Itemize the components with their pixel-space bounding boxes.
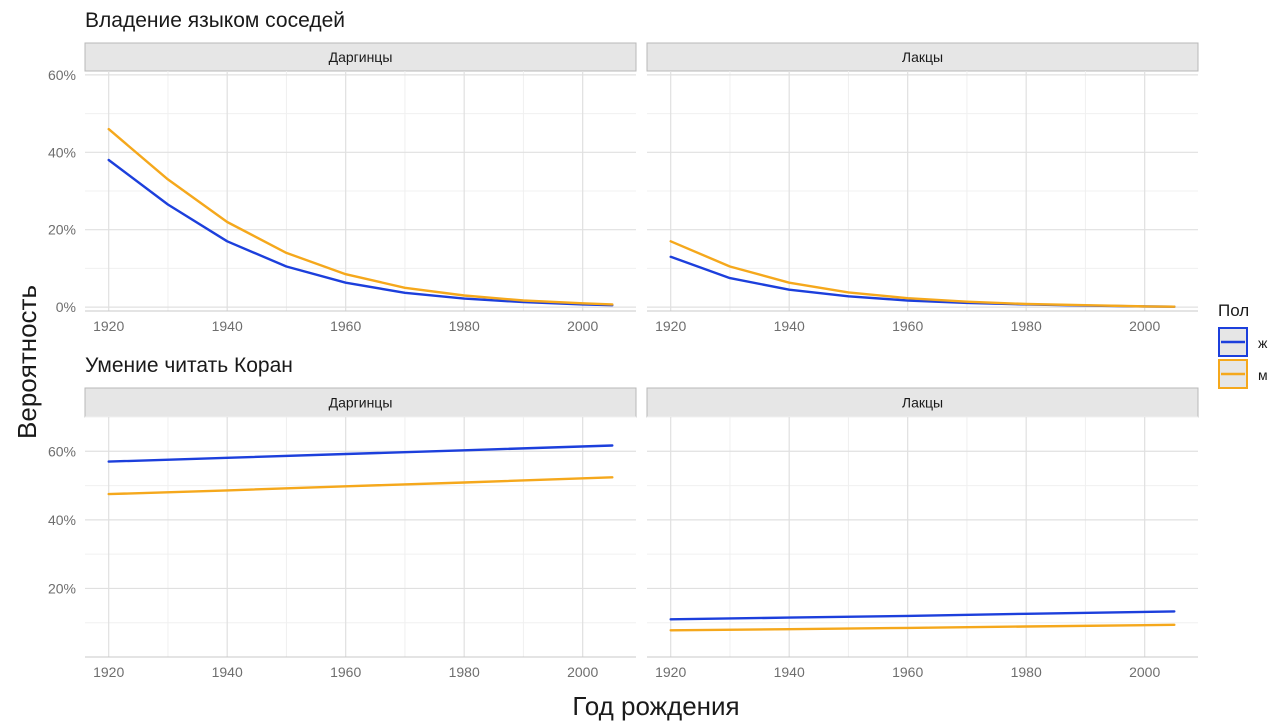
y-tick-label: 20%: [48, 580, 76, 596]
facet-strip-label: Лакцы: [902, 395, 943, 411]
legend-label-zh: ж: [1258, 335, 1268, 351]
x-tick-label: 1940: [774, 664, 805, 680]
x-tick-label: 1980: [1011, 318, 1042, 334]
x-tick-label: 1980: [1011, 664, 1042, 680]
row-title-1: Владение языком соседей: [85, 9, 345, 32]
series-line-zh: [669, 610, 1176, 621]
x-tick-label: 1980: [449, 318, 480, 334]
y-tick-label: 60%: [48, 67, 76, 83]
x-tick-label: 1940: [774, 318, 805, 334]
facet-strip-label: Даргинцы: [329, 49, 393, 65]
facet-strip-label: Даргинцы: [329, 395, 393, 411]
x-tick-label: 1920: [93, 318, 124, 334]
panel-1-2: Лакцы 1920 1940 1960 1980 2000: [646, 42, 1199, 334]
x-axis-title: Год рождения: [572, 691, 739, 721]
x-tick-label: 2000: [1129, 664, 1160, 680]
y-tick-label: 40%: [48, 512, 76, 528]
series-line-m: [107, 127, 614, 306]
facet-strip: [646, 387, 1199, 418]
panel-1-1: Даргинцы 1920 1940 1960 1980 2000 0% 20% 40% 60%: [48, 42, 637, 334]
series-line-m: [107, 476, 614, 496]
y-tick-label: 40%: [48, 144, 76, 160]
x-tick-label: 2000: [567, 664, 598, 680]
facet-strip: [84, 42, 637, 72]
x-tick-label: 1980: [449, 664, 480, 680]
facet-strip-label: Лакцы: [902, 49, 943, 65]
legend: Пол ж м: [1218, 301, 1268, 389]
x-tick-label: 2000: [567, 318, 598, 334]
panel-2-2: Лакцы 1920 1940 1960 1980 2000: [646, 387, 1199, 680]
y-tick-label: 0%: [56, 299, 76, 315]
x-tick-label: 1940: [212, 318, 243, 334]
panel-2-1: Даргинцы 1920 1940 1960 1980 2000 20% 40% 60%: [48, 387, 637, 680]
x-tick-label: 1920: [655, 318, 686, 334]
facet-strip: [84, 387, 637, 418]
y-tick-label: 60%: [48, 443, 76, 459]
panels: Даргинцы 1920 1940 1960 1980 2000 0% 20% 40% 60% Л…: [48, 42, 1199, 680]
legend-label-m: м: [1258, 367, 1268, 383]
x-tick-label: 2000: [1129, 318, 1160, 334]
series-line-m: [669, 240, 1176, 308]
x-tick-label: 1960: [892, 664, 923, 680]
x-tick-label: 1960: [330, 664, 361, 680]
y-tick-label: 20%: [48, 222, 76, 238]
series-line-m: [669, 623, 1176, 632]
y-axis-title: Вероятность: [12, 285, 42, 439]
x-tick-label: 1940: [212, 664, 243, 680]
row-title-2: Умение читать Коран: [85, 354, 293, 377]
legend-title: Пол: [1218, 301, 1249, 320]
facet-strip: [646, 42, 1199, 72]
x-tick-label: 1920: [93, 664, 124, 680]
series-line-zh: [107, 158, 614, 307]
x-tick-label: 1960: [330, 318, 361, 334]
series-line-zh: [107, 444, 614, 463]
x-tick-label: 1920: [655, 664, 686, 680]
x-tick-label: 1960: [892, 318, 923, 334]
